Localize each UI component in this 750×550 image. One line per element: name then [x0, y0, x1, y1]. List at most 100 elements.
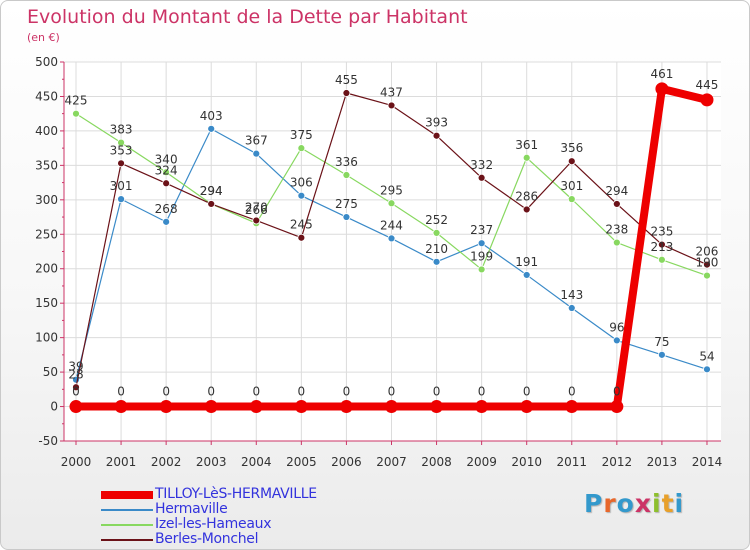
data-point: [520, 400, 534, 414]
data-label: 0: [613, 385, 621, 399]
data-label: 403: [200, 109, 223, 123]
legend-item: TILLOY-LèS-HERMAVILLE: [101, 486, 401, 502]
data-label: 268: [155, 202, 178, 216]
data-point: [297, 191, 306, 200]
data-point: [252, 216, 261, 225]
x-tick-label: 2010: [511, 455, 542, 469]
data-point: [432, 131, 441, 140]
series-berles-monchel: [72, 89, 711, 392]
y-tick-label: 250: [35, 227, 58, 241]
data-point: [162, 217, 171, 226]
data-label: 191: [515, 255, 538, 269]
series-hermaville: [72, 124, 711, 384]
x-tick-label: 2002: [151, 455, 182, 469]
x-tick-label: 2013: [647, 455, 678, 469]
x-tick-label: 2008: [421, 455, 452, 469]
data-label: 0: [117, 385, 125, 399]
data-label: 275: [335, 197, 358, 211]
proxiti-logo: Proxiti: [584, 489, 685, 518]
data-label: 244: [380, 218, 403, 232]
data-point: [207, 200, 216, 208]
data-label: 375: [290, 128, 313, 142]
data-label: 294: [200, 184, 223, 198]
legend-item: Hermaville: [101, 501, 401, 517]
y-tick-label: 350: [35, 158, 58, 172]
data-point: [252, 149, 261, 158]
data-point: [117, 138, 125, 147]
data-label: 301: [560, 179, 583, 193]
data-label: 0: [162, 385, 170, 399]
legend-swatch: [101, 509, 153, 511]
data-label: 367: [245, 134, 268, 148]
data-label: 238: [605, 223, 628, 237]
legend-item: Izel-les-Hameaux: [101, 516, 401, 532]
legend-label: Berles-Monchel: [155, 531, 259, 547]
data-point: [703, 365, 711, 374]
data-label: 295: [380, 183, 403, 197]
legend: TILLOY-LèS-HERMAVILLE Hermaville Izel-les-…: [101, 486, 401, 547]
data-point: [342, 213, 351, 221]
unit-label: (en €): [27, 31, 60, 44]
chart-title: Evolution du Montant de la Dette par Hab…: [27, 6, 468, 28]
x-tick-label: 2009: [466, 455, 497, 469]
data-point: [610, 400, 624, 414]
data-point: [297, 233, 306, 242]
data-label: 0: [252, 385, 260, 399]
data-point: [297, 144, 306, 153]
data-label: 39: [68, 360, 83, 374]
data-label: 340: [155, 152, 178, 166]
data-label: 0: [478, 385, 486, 399]
x-tick-label: 2006: [331, 455, 362, 469]
data-label: 206: [696, 245, 719, 259]
data-label: 294: [605, 184, 628, 198]
data-point: [249, 400, 263, 414]
series-tilloy-l-s-hermaville: [69, 82, 714, 414]
data-point: [114, 400, 128, 414]
x-tick-label: 2001: [106, 455, 137, 469]
data-label: 286: [515, 189, 538, 203]
legend-item: Berles-Monchel: [101, 531, 401, 547]
data-label: 455: [335, 73, 358, 87]
data-point: [567, 195, 576, 204]
data-point: [384, 400, 398, 414]
x-tick-label: 2007: [376, 455, 407, 469]
data-point: [477, 265, 486, 274]
data-label: 361: [515, 138, 538, 152]
data-label: 75: [654, 335, 669, 349]
x-tick-label: 2000: [61, 455, 92, 469]
data-label: 210: [425, 242, 448, 256]
legend-swatch: [101, 539, 153, 541]
y-tick-label: 200: [35, 262, 58, 276]
data-label: 143: [560, 288, 583, 302]
data-label: 301: [110, 179, 133, 193]
data-point: [162, 179, 171, 188]
y-tick-label: 500: [35, 55, 58, 69]
legend-swatch: [101, 524, 153, 526]
data-label: 336: [335, 155, 358, 169]
legend-swatch: [101, 491, 153, 499]
y-tick-label: 100: [35, 331, 58, 345]
data-label: 0: [568, 385, 576, 399]
data-point: [69, 400, 83, 414]
x-tick-label: 2003: [196, 455, 227, 469]
plot-area: [64, 62, 721, 441]
legend-label: Izel-les-Hameaux: [155, 516, 272, 532]
data-label: 0: [388, 385, 396, 399]
data-label: 252: [425, 213, 448, 227]
data-point: [72, 383, 80, 392]
data-point: [612, 336, 621, 345]
data-point: [339, 400, 353, 414]
x-tick-label: 2012: [602, 455, 633, 469]
data-point: [72, 109, 80, 118]
data-label: 294: [200, 184, 223, 198]
x-tick-label: 2005: [286, 455, 317, 469]
data-point: [432, 228, 441, 237]
data-label: 383: [110, 123, 133, 137]
data-point: [477, 239, 486, 248]
data-point: [703, 271, 711, 280]
y-tick-label: 150: [35, 296, 58, 310]
data-point: [207, 124, 216, 133]
x-tick-label: 2004: [241, 455, 272, 469]
data-label: 356: [560, 141, 583, 155]
